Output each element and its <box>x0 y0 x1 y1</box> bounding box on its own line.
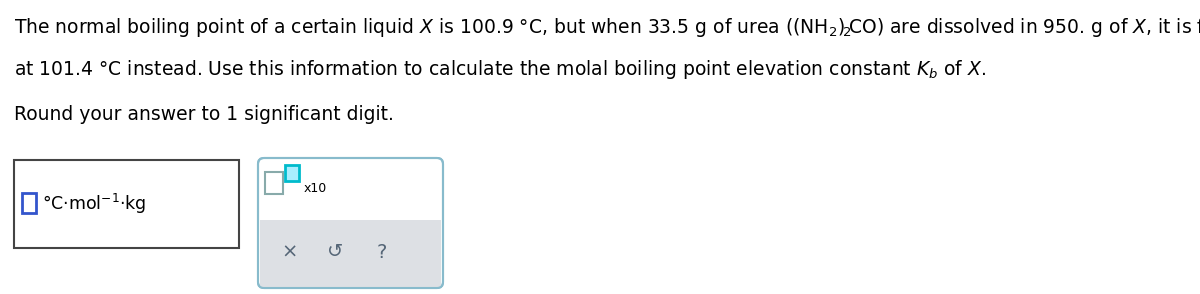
Text: The normal boiling point of a certain liquid $\mathit{X}$ is 100.9 °C, but when : The normal boiling point of a certain li… <box>14 16 1200 39</box>
Bar <box>260 220 442 288</box>
Text: Round your answer to 1 significant digit.: Round your answer to 1 significant digit… <box>14 105 394 124</box>
Text: at 101.4 °C instead. Use this information to calculate the molal boiling point e: at 101.4 °C instead. Use this informatio… <box>14 58 986 81</box>
Text: x10: x10 <box>304 181 328 195</box>
Text: ×: × <box>282 243 298 261</box>
Bar <box>286 165 299 181</box>
Bar <box>265 172 283 194</box>
FancyBboxPatch shape <box>258 158 443 288</box>
Text: °C·mol$^{-1}$·kg: °C·mol$^{-1}$·kg <box>42 192 146 216</box>
Text: ↺: ↺ <box>326 243 343 261</box>
Text: ?: ? <box>377 243 388 261</box>
Bar <box>22 193 36 213</box>
Bar <box>14 160 239 248</box>
